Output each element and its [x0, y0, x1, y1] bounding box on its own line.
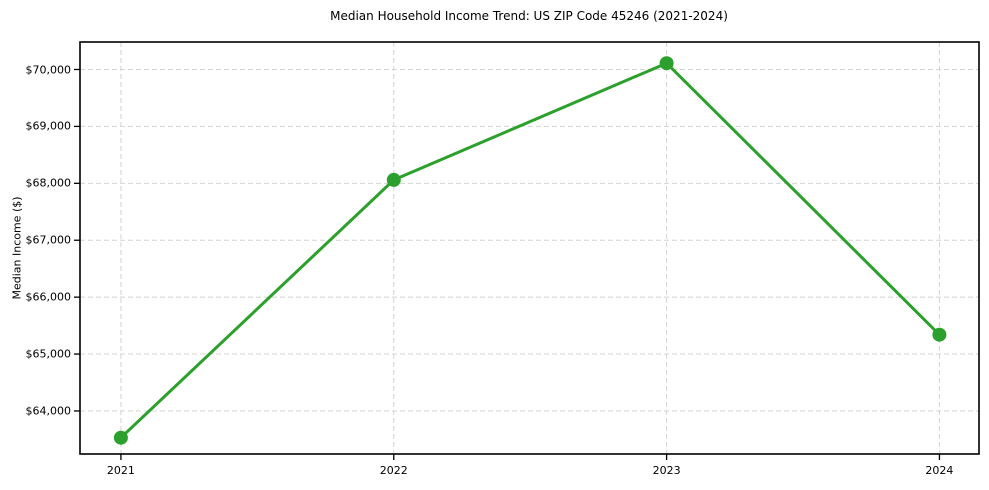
y-tick-label: $65,000: [25, 347, 72, 361]
y-tick-label: $70,000: [25, 63, 72, 76]
data-point-marker: [932, 327, 947, 342]
x-tick-label: 2023: [652, 464, 681, 477]
chart-title: Median Household Income Trend: US ZIP Co…: [330, 9, 728, 23]
income-trend-line: [119, 61, 941, 440]
y-tick-label: $64,000: [25, 404, 72, 418]
y-tick-label: $69,000: [25, 119, 72, 133]
data-point-marker: [113, 430, 128, 445]
y-tick-label: $68,000: [25, 176, 72, 190]
plot-border: [79, 41, 980, 455]
data-point-marker: [386, 172, 401, 187]
y-tick-label: $67,000: [25, 233, 72, 247]
y-tick-label: $66,000: [25, 290, 72, 304]
x-tick-label: 2024: [925, 464, 954, 477]
x-tick-label: 2021: [106, 464, 135, 477]
x-tick-label: 2022: [379, 464, 408, 477]
data-point-marker: [659, 56, 674, 71]
